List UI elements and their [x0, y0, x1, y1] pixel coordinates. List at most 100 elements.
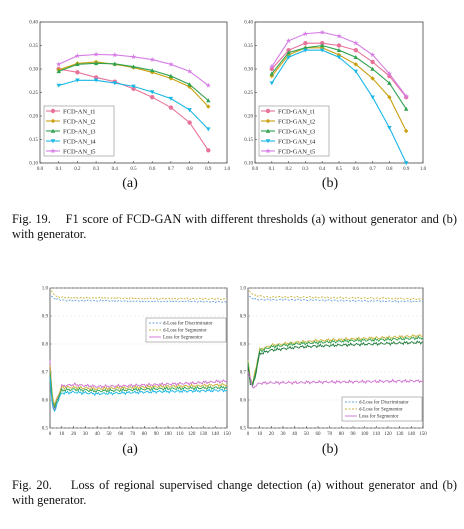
x-tick-label: 1.0 — [224, 167, 231, 172]
legend-label: FCD-AN_t1 — [63, 108, 96, 115]
data-point-FCD-GAN_t5 — [285, 37, 292, 44]
data-point-FCD-AN_t5 — [93, 51, 99, 57]
fig19-caption: Fig. 19. F1 score of FCD-GAN with differ… — [12, 212, 457, 242]
legend-label: d-Loss for Segmentor — [359, 408, 403, 413]
legend-label: FCD-GAN_t4 — [278, 138, 316, 145]
data-point-FCD-AN_t4 — [131, 84, 136, 89]
y-tick-label: 0.30 — [244, 68, 253, 73]
y-tick-label: 0.25 — [29, 91, 38, 96]
x-tick-label: 0.7 — [369, 167, 376, 172]
x-tick-label: 120 — [384, 432, 392, 437]
data-point-FCD-GAN_t4 — [320, 48, 325, 53]
x-tick-label: 90 — [351, 432, 357, 437]
y-tick-label: 0.7 — [240, 371, 247, 376]
x-tick-label: 0.2 — [74, 167, 81, 172]
data-point-FCD-GAN_t1 — [370, 59, 375, 65]
plot-frame — [49, 287, 228, 429]
legend-label: FCD-AN_t2 — [63, 118, 96, 125]
data-point-FCD-AN_t1 — [187, 120, 192, 125]
data-point-FCD-AN_t3 — [187, 82, 192, 87]
fig19-caption-num: Fig. 19. — [12, 212, 51, 226]
data-point-FCD-GAN_t3 — [269, 71, 274, 76]
fig20-caption-text: Loss of regional supervised change detec… — [12, 478, 458, 507]
data-point-FCD-GAN_t3 — [320, 43, 325, 48]
series-line-FCD-GAN_t5 — [271, 31, 407, 97]
legend-marker — [265, 148, 271, 154]
data-point-FCD-AN_t3 — [56, 69, 61, 74]
x-tick-label: 50 — [304, 432, 310, 437]
data-point-FCD-AN_t3 — [150, 68, 155, 73]
data-point-FCD-GAN_t1 — [303, 40, 308, 46]
data-point-FCD-AN_t1 — [131, 86, 136, 91]
x-tick-label: 150 — [419, 432, 427, 437]
x-tick-label: 80 — [142, 432, 148, 437]
data-point-FCD-GAN_t3 — [286, 50, 291, 55]
x-tick-label: 130 — [396, 432, 404, 437]
data-point-FCD-GAN_t5 — [403, 93, 409, 99]
x-tick-label: 0.4 — [112, 167, 119, 172]
y-tick-label: 0.20 — [29, 115, 38, 120]
data-point-FCD-GAN_t2 — [387, 95, 392, 100]
data-point-FCD-AN_t4 — [93, 78, 99, 83]
x-tick-label: 0.3 — [93, 167, 100, 172]
x-tick-label: 110 — [373, 432, 381, 437]
data-point-FCD-GAN_t3 — [387, 80, 392, 85]
data-point-FCD-GAN_t4 — [404, 161, 409, 166]
y-tick-label: 0.20 — [244, 115, 253, 120]
series-line-segmentor-run-4 — [247, 371, 424, 389]
x-tick-label: 70 — [327, 432, 333, 437]
data-point-FCD-GAN_t5 — [336, 33, 342, 39]
data-point-FCD-AN_t4 — [56, 83, 61, 88]
y-tick-label: 0.10 — [244, 162, 253, 167]
legend: d-Loss for Discriminator d-Loss for Segme… — [341, 396, 423, 422]
x-tick-label: 30 — [281, 432, 287, 437]
legend-box — [341, 396, 423, 422]
data-point-FCD-GAN_t1 — [353, 48, 358, 53]
legend-marker — [265, 128, 271, 133]
x-tick-label: 10 — [257, 432, 263, 437]
x-tick-label: 0.5 — [130, 167, 137, 172]
series-line-segmentor-run-2 — [247, 335, 424, 385]
data-point-FCD-GAN_t1 — [336, 43, 342, 48]
x-tick-label: 100 — [164, 432, 172, 437]
data-point-FCD-AN_t4 — [187, 108, 192, 113]
data-point-FCD-AN_t5 — [112, 52, 118, 58]
legend-box — [145, 317, 227, 343]
fig20-label-a: (a) — [122, 442, 138, 457]
data-point-FCD-GAN_t3 — [370, 66, 375, 71]
y-tick-label: 0.15 — [244, 138, 253, 143]
legend: FCD-GAN_t1 FCD-GAN_t2 FCD-GAN_t3 FCD-GAN_t4… — [258, 105, 330, 157]
x-tick-label: 1.0 — [420, 167, 427, 172]
data-point-FCD-AN_t3 — [93, 61, 99, 66]
data-point-FCD-AN_t5 — [74, 52, 81, 59]
x-tick-label: 0.5 — [336, 167, 343, 172]
data-point-FCD-AN_t3 — [168, 73, 174, 78]
data-point-FCD-GAN_t2 — [404, 128, 409, 134]
series-line-d-Loss-for-Segmentor — [248, 290, 423, 301]
x-tick-label: 0.1 — [269, 167, 276, 172]
fig19-label-a: (a) — [122, 176, 138, 191]
legend-label: FCD-AN_t5 — [63, 148, 96, 155]
data-point-FCD-AN_t3 — [112, 61, 117, 66]
series-line-d-Loss-for-Segmentor — [50, 290, 227, 301]
x-tick-label: 80 — [339, 432, 345, 437]
data-point-FCD-AN_t5 — [186, 68, 193, 74]
y-tick-label: 0.15 — [29, 138, 38, 143]
legend-marker — [50, 148, 56, 154]
data-point-FCD-GAN_t3 — [336, 48, 342, 52]
data-point-FCD-GAN_t1 — [320, 40, 325, 46]
y-tick-label: 0.8 — [42, 343, 49, 348]
x-tick-label: 0.0 — [252, 167, 259, 172]
data-point-FCD-GAN_t4 — [387, 125, 392, 130]
data-point-FCD-AN_t5 — [168, 61, 174, 67]
data-point-FCD-AN_t5 — [130, 53, 137, 60]
legend-label: FCD-AN_t4 — [63, 138, 96, 145]
series-line-Loss-for-Segmentor — [247, 333, 424, 385]
data-point-FCD-GAN_t4 — [336, 55, 342, 60]
x-tick-label: 20 — [71, 432, 77, 437]
data-point-FCD-GAN_t5 — [319, 29, 325, 35]
legend-marker — [265, 108, 271, 114]
f1-chart-19b: 0.0 0.1 0.2 0.3 0.4 0.5 0.6 0.7 0.8 0.9 1.0 0.10 0.1… — [244, 21, 426, 172]
x-tick-label: 120 — [188, 432, 196, 437]
